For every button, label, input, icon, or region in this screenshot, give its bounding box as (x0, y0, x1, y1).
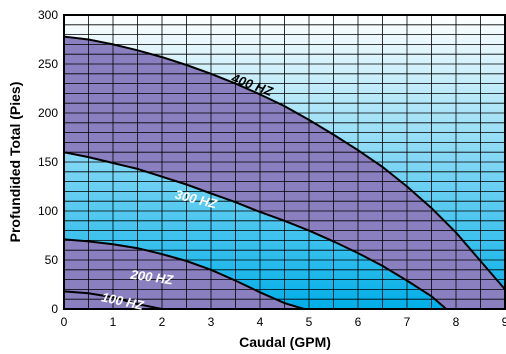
y-tick-label: 200 (38, 106, 58, 120)
y-axis-title: Profundided Total (Pies) (7, 82, 23, 243)
x-tick-label: 7 (404, 315, 411, 329)
y-tick-label: 150 (38, 155, 58, 169)
y-tick-label: 0 (51, 302, 58, 316)
x-tick-label: 1 (110, 315, 117, 329)
frequency-curves (64, 35, 505, 309)
curve-label-200-hz: 200 HZ (129, 267, 175, 288)
plot-frame (63, 14, 506, 310)
x-tick-label: 2 (159, 315, 166, 329)
y-tick-label: 250 (38, 57, 58, 71)
curve-100-hz (64, 290, 163, 309)
curve-200-hz (64, 238, 305, 309)
curve-400-hz (64, 35, 505, 291)
x-axis-title: Caudal (GPM) (239, 334, 331, 350)
y-tick-label: 300 (38, 8, 58, 22)
x-tick-labels: 0 1 2 3 4 5 6 7 8 9 (61, 315, 506, 329)
x-tick-label: 0 (61, 315, 68, 329)
x-tick-label: 8 (453, 315, 460, 329)
y-tick-label: 100 (38, 204, 58, 218)
x-tick-label: 4 (257, 315, 264, 329)
x-tick-label: 3 (208, 315, 215, 329)
band-200-hz (64, 239, 305, 309)
x-tick-label: 5 (306, 315, 313, 329)
y-tick-label: 50 (45, 253, 59, 267)
x-tick-label: 9 (502, 315, 506, 329)
y-tick-labels: 0 50 100 150 200 250 300 (38, 8, 58, 316)
x-tick-label: 6 (355, 315, 362, 329)
curve-300-hz (64, 151, 447, 309)
